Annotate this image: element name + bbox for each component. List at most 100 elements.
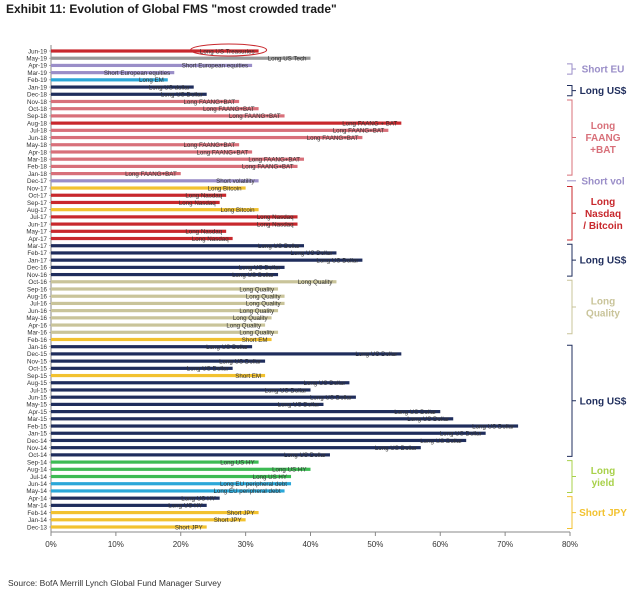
bar	[51, 467, 311, 471]
y-tick-label: Jun-15	[28, 394, 47, 401]
group-label: Long FAANG +BAT	[586, 121, 621, 156]
y-tick-label: Apr-16	[28, 322, 47, 329]
y-tick-label: Sep-15	[27, 373, 48, 380]
y-tick-label: Mar-15	[27, 416, 47, 423]
bar	[51, 474, 292, 479]
x-tick-label: 50%	[367, 540, 383, 549]
group-bracket	[567, 186, 576, 241]
y-tick-label: Feb-14	[27, 510, 47, 517]
x-tick-label: 60%	[432, 540, 448, 549]
data-label: Long US HY	[168, 503, 202, 510]
group-label: Long US$	[580, 396, 627, 407]
y-tick-label: May-18	[26, 142, 47, 149]
bar	[51, 460, 259, 464]
y-tick-label: Jun-17	[28, 221, 47, 228]
bar	[51, 395, 356, 399]
y-tick-label: Jul-15	[30, 387, 47, 394]
data-label: Long FAANG+BAT	[183, 142, 235, 149]
y-tick-label: Feb-15	[27, 423, 47, 430]
bar	[51, 85, 194, 89]
group-bracket	[567, 344, 576, 457]
data-label: Long US Dollar	[316, 257, 358, 264]
y-tick-label: Sep-16	[27, 286, 48, 293]
bar	[51, 78, 168, 82]
highlight-ellipse	[190, 43, 268, 57]
y-tick-label: Jan-15	[28, 431, 47, 438]
data-label: Long US dollar	[149, 84, 190, 91]
bar	[51, 417, 454, 421]
y-tick-label: Nov-17	[27, 185, 48, 192]
x-tick-label: 40%	[302, 540, 318, 549]
bar	[51, 337, 272, 342]
data-label: Long US Dollar	[303, 380, 345, 387]
y-tick-label: Dec-13	[27, 524, 48, 531]
bar	[51, 121, 402, 125]
data-label: Long Quality	[239, 308, 275, 315]
y-tick-label: Jul-18	[30, 128, 47, 135]
bar	[51, 251, 337, 255]
bar	[51, 71, 175, 75]
y-tick-label: Jan-19	[28, 84, 47, 91]
y-tick-label: Apr-18	[28, 149, 47, 156]
data-label: Long US Dollar	[375, 445, 417, 452]
bar	[51, 525, 207, 529]
group-label: Short JPY	[579, 508, 627, 519]
bar	[51, 352, 402, 356]
data-label: Long Nasdaq	[185, 193, 222, 200]
data-label: Long Quality	[246, 301, 282, 308]
y-tick-label: May-16	[26, 315, 47, 322]
bar	[51, 99, 240, 104]
bar	[51, 164, 298, 168]
bar	[51, 330, 279, 334]
y-tick-label: Oct-14	[28, 452, 47, 459]
bar	[51, 388, 311, 392]
bar	[51, 200, 220, 205]
data-label: Long US HY	[220, 459, 254, 466]
data-label: Long US Dollar	[310, 394, 352, 401]
bar	[51, 143, 240, 147]
y-tick-label: Mar-17	[27, 243, 47, 250]
data-label: Long Nasdaq	[185, 229, 222, 236]
group-bracket	[567, 99, 576, 176]
data-label: Short EM	[242, 337, 268, 344]
bar	[51, 438, 467, 443]
data-label: Long Quality	[233, 315, 269, 322]
y-tick-label: Dec-16	[27, 265, 48, 272]
data-label: Long EM	[139, 77, 164, 84]
bar	[51, 359, 266, 363]
bar	[51, 287, 279, 291]
data-label: Long US Dollar	[206, 344, 248, 351]
bar	[51, 150, 253, 154]
bar	[51, 366, 233, 370]
y-tick-label: Aug-18	[27, 120, 48, 127]
y-tick-label: Mar-19	[27, 70, 47, 77]
bar	[51, 489, 285, 493]
data-label: Long Bitcoin	[208, 185, 243, 192]
data-label: Long EU peripheral debt	[220, 481, 287, 488]
group-bracket	[567, 85, 576, 97]
y-tick-label: Jan-18	[28, 171, 47, 178]
bar	[51, 301, 285, 306]
data-label: Long US Dollar	[239, 265, 281, 272]
bar	[51, 280, 337, 284]
x-tick-label: 10%	[108, 540, 124, 549]
bar	[51, 503, 207, 507]
data-label: Long FAANG + BAT	[342, 120, 397, 127]
y-tick-label: Jul-14	[30, 474, 47, 481]
data-label: Long Quality	[239, 286, 275, 293]
group-label: Short EU	[582, 65, 625, 76]
y-tick-label: May-14	[26, 488, 47, 495]
bar	[51, 107, 259, 111]
bar	[51, 424, 519, 428]
group-bracket	[567, 63, 576, 75]
data-label: Short JPY	[214, 517, 242, 524]
data-label: Long US Dollar	[440, 431, 482, 438]
bar	[51, 215, 298, 219]
data-label: Long FAANG+BAT	[183, 99, 235, 106]
data-label: Long US Dollar	[407, 416, 449, 423]
bar	[51, 236, 233, 241]
y-tick-label: Sep-17	[27, 200, 48, 207]
y-tick-label: Dec-14	[27, 438, 48, 445]
bar	[51, 135, 363, 140]
group-label: Long Quality	[586, 297, 620, 320]
